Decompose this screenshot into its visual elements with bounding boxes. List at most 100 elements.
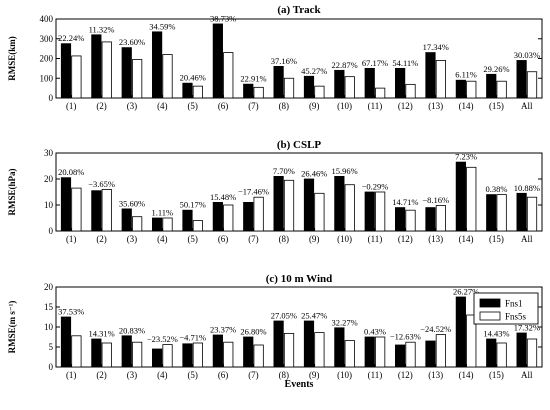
data-label: −24.52%	[420, 324, 451, 334]
data-label: 30.03%	[514, 50, 540, 60]
panel-title: (b) CSLP	[277, 139, 322, 151]
bar-fns1	[455, 79, 466, 99]
bar-fns5s	[405, 83, 416, 99]
x-tick-label: (1)	[66, 101, 77, 111]
x-tick-label: (5)	[187, 101, 198, 111]
bar-fns5s	[314, 332, 325, 368]
x-tick-label: (10)	[337, 101, 352, 111]
x-tick-label: (12)	[398, 234, 413, 244]
bar-fns1	[152, 217, 163, 232]
data-label: 22.87%	[331, 60, 357, 70]
x-tick-label: (10)	[337, 234, 352, 244]
x-tick-label: (15)	[489, 370, 504, 380]
data-label: 1.11%	[151, 208, 173, 218]
data-label: −0.29%	[362, 182, 389, 192]
x-tick-label: (13)	[428, 370, 443, 380]
legend-label: Fns1	[505, 299, 523, 309]
x-tick-label: (7)	[248, 370, 259, 380]
bar-fns5s	[71, 55, 82, 99]
x-tick-label: (2)	[96, 101, 107, 111]
data-label: 0.38%	[485, 184, 507, 194]
x-tick-label: (11)	[368, 101, 383, 111]
bar-fns5s	[466, 314, 477, 368]
bar-fns5s	[375, 191, 386, 232]
x-tick-label: (6)	[218, 101, 229, 111]
x-tick-label: (15)	[489, 101, 504, 111]
bar-fns5s	[223, 341, 234, 368]
x-tick-label: (9)	[309, 234, 320, 244]
bar-fns5s	[405, 341, 416, 368]
bar-fns5s	[192, 342, 203, 368]
bar-fns5s	[405, 209, 416, 232]
panel-title: (a) Track	[277, 4, 321, 16]
bar-fns1	[212, 334, 223, 368]
data-label: 23.37%	[210, 325, 236, 335]
data-label: −12.63%	[390, 332, 421, 342]
data-label: 17.34%	[423, 42, 449, 52]
bar-fns1	[212, 201, 223, 232]
bar-fns5s	[253, 86, 264, 99]
bar-fns1	[364, 336, 375, 368]
x-tick-label: (3)	[127, 370, 138, 380]
x-tick-label: (1)	[66, 370, 77, 380]
data-label: 29.26%	[483, 64, 509, 74]
bar-fns1	[243, 201, 254, 232]
data-label: −8.16%	[422, 195, 449, 205]
bar-fns5s	[375, 87, 386, 99]
data-label: 7.23%	[455, 152, 477, 162]
data-label: 15.48%	[210, 192, 236, 202]
bar-fns5s	[435, 60, 446, 99]
bar-fns1	[60, 43, 72, 99]
y-axis-label: RMSE(hPa)	[7, 168, 17, 215]
data-label: 14.31%	[88, 329, 114, 339]
x-tick-label: (4)	[157, 370, 168, 380]
x-tick-label: (7)	[248, 101, 259, 111]
bar-fns1	[60, 316, 72, 368]
bar-fns1	[455, 161, 466, 232]
data-label: 37.53%	[58, 307, 84, 317]
bar-fns5s	[162, 217, 173, 232]
bar-fns5s	[526, 71, 538, 99]
bar-fns1	[303, 320, 315, 368]
bar-fns1	[516, 60, 527, 99]
bar-fns5s	[466, 80, 477, 99]
x-tick-label: (15)	[489, 234, 504, 244]
bar-fns1	[182, 209, 193, 232]
bar-fns1	[425, 52, 436, 99]
bar-fns1	[273, 66, 284, 99]
bar-fns1	[486, 73, 497, 99]
bar-fns5s	[223, 52, 234, 99]
data-label: 25.47%	[301, 311, 327, 321]
bar-fns1	[425, 207, 436, 232]
x-tick-label: (2)	[96, 370, 107, 380]
y-axis-label: RMSE(km)	[7, 36, 17, 81]
bar-fns1	[425, 340, 436, 368]
bar-fns5s	[253, 344, 264, 368]
x-tick-label: (11)	[368, 234, 383, 244]
bar-fns1	[486, 194, 497, 232]
bar-fns1	[364, 191, 375, 232]
data-label: 26.46%	[301, 169, 327, 179]
y-tick-label: 0	[49, 93, 54, 103]
x-tick-label: (8)	[279, 234, 290, 244]
data-label: 17.32%	[514, 323, 540, 333]
bar-fns5s	[375, 336, 386, 368]
legend-swatch-fns1	[479, 298, 501, 308]
data-label: 7.70%	[273, 166, 295, 176]
bar-fns1	[273, 175, 284, 232]
x-tick-label: (1)	[66, 234, 77, 244]
bar-fns5s	[435, 205, 446, 232]
x-tick-label: (6)	[218, 370, 229, 380]
data-label: 35.60%	[119, 198, 145, 208]
bar-fns5s	[314, 192, 325, 232]
x-tick-label: (11)	[368, 370, 383, 380]
bar-fns5s	[283, 179, 295, 232]
y-tick-label: 0	[49, 226, 54, 236]
panel-3: (c) 10 m Wind RMSE(m s⁻¹) 0 5 10 15 20 37.53% (1…	[7, 273, 543, 380]
bar-fns5s	[132, 341, 143, 368]
bar-fns5s	[71, 187, 82, 232]
y-axis-label: RMSE(m s⁻¹)	[7, 301, 17, 354]
bar-fns1	[91, 190, 102, 232]
y-tick-label: 15	[44, 302, 54, 312]
bar-fns5s	[496, 194, 507, 232]
